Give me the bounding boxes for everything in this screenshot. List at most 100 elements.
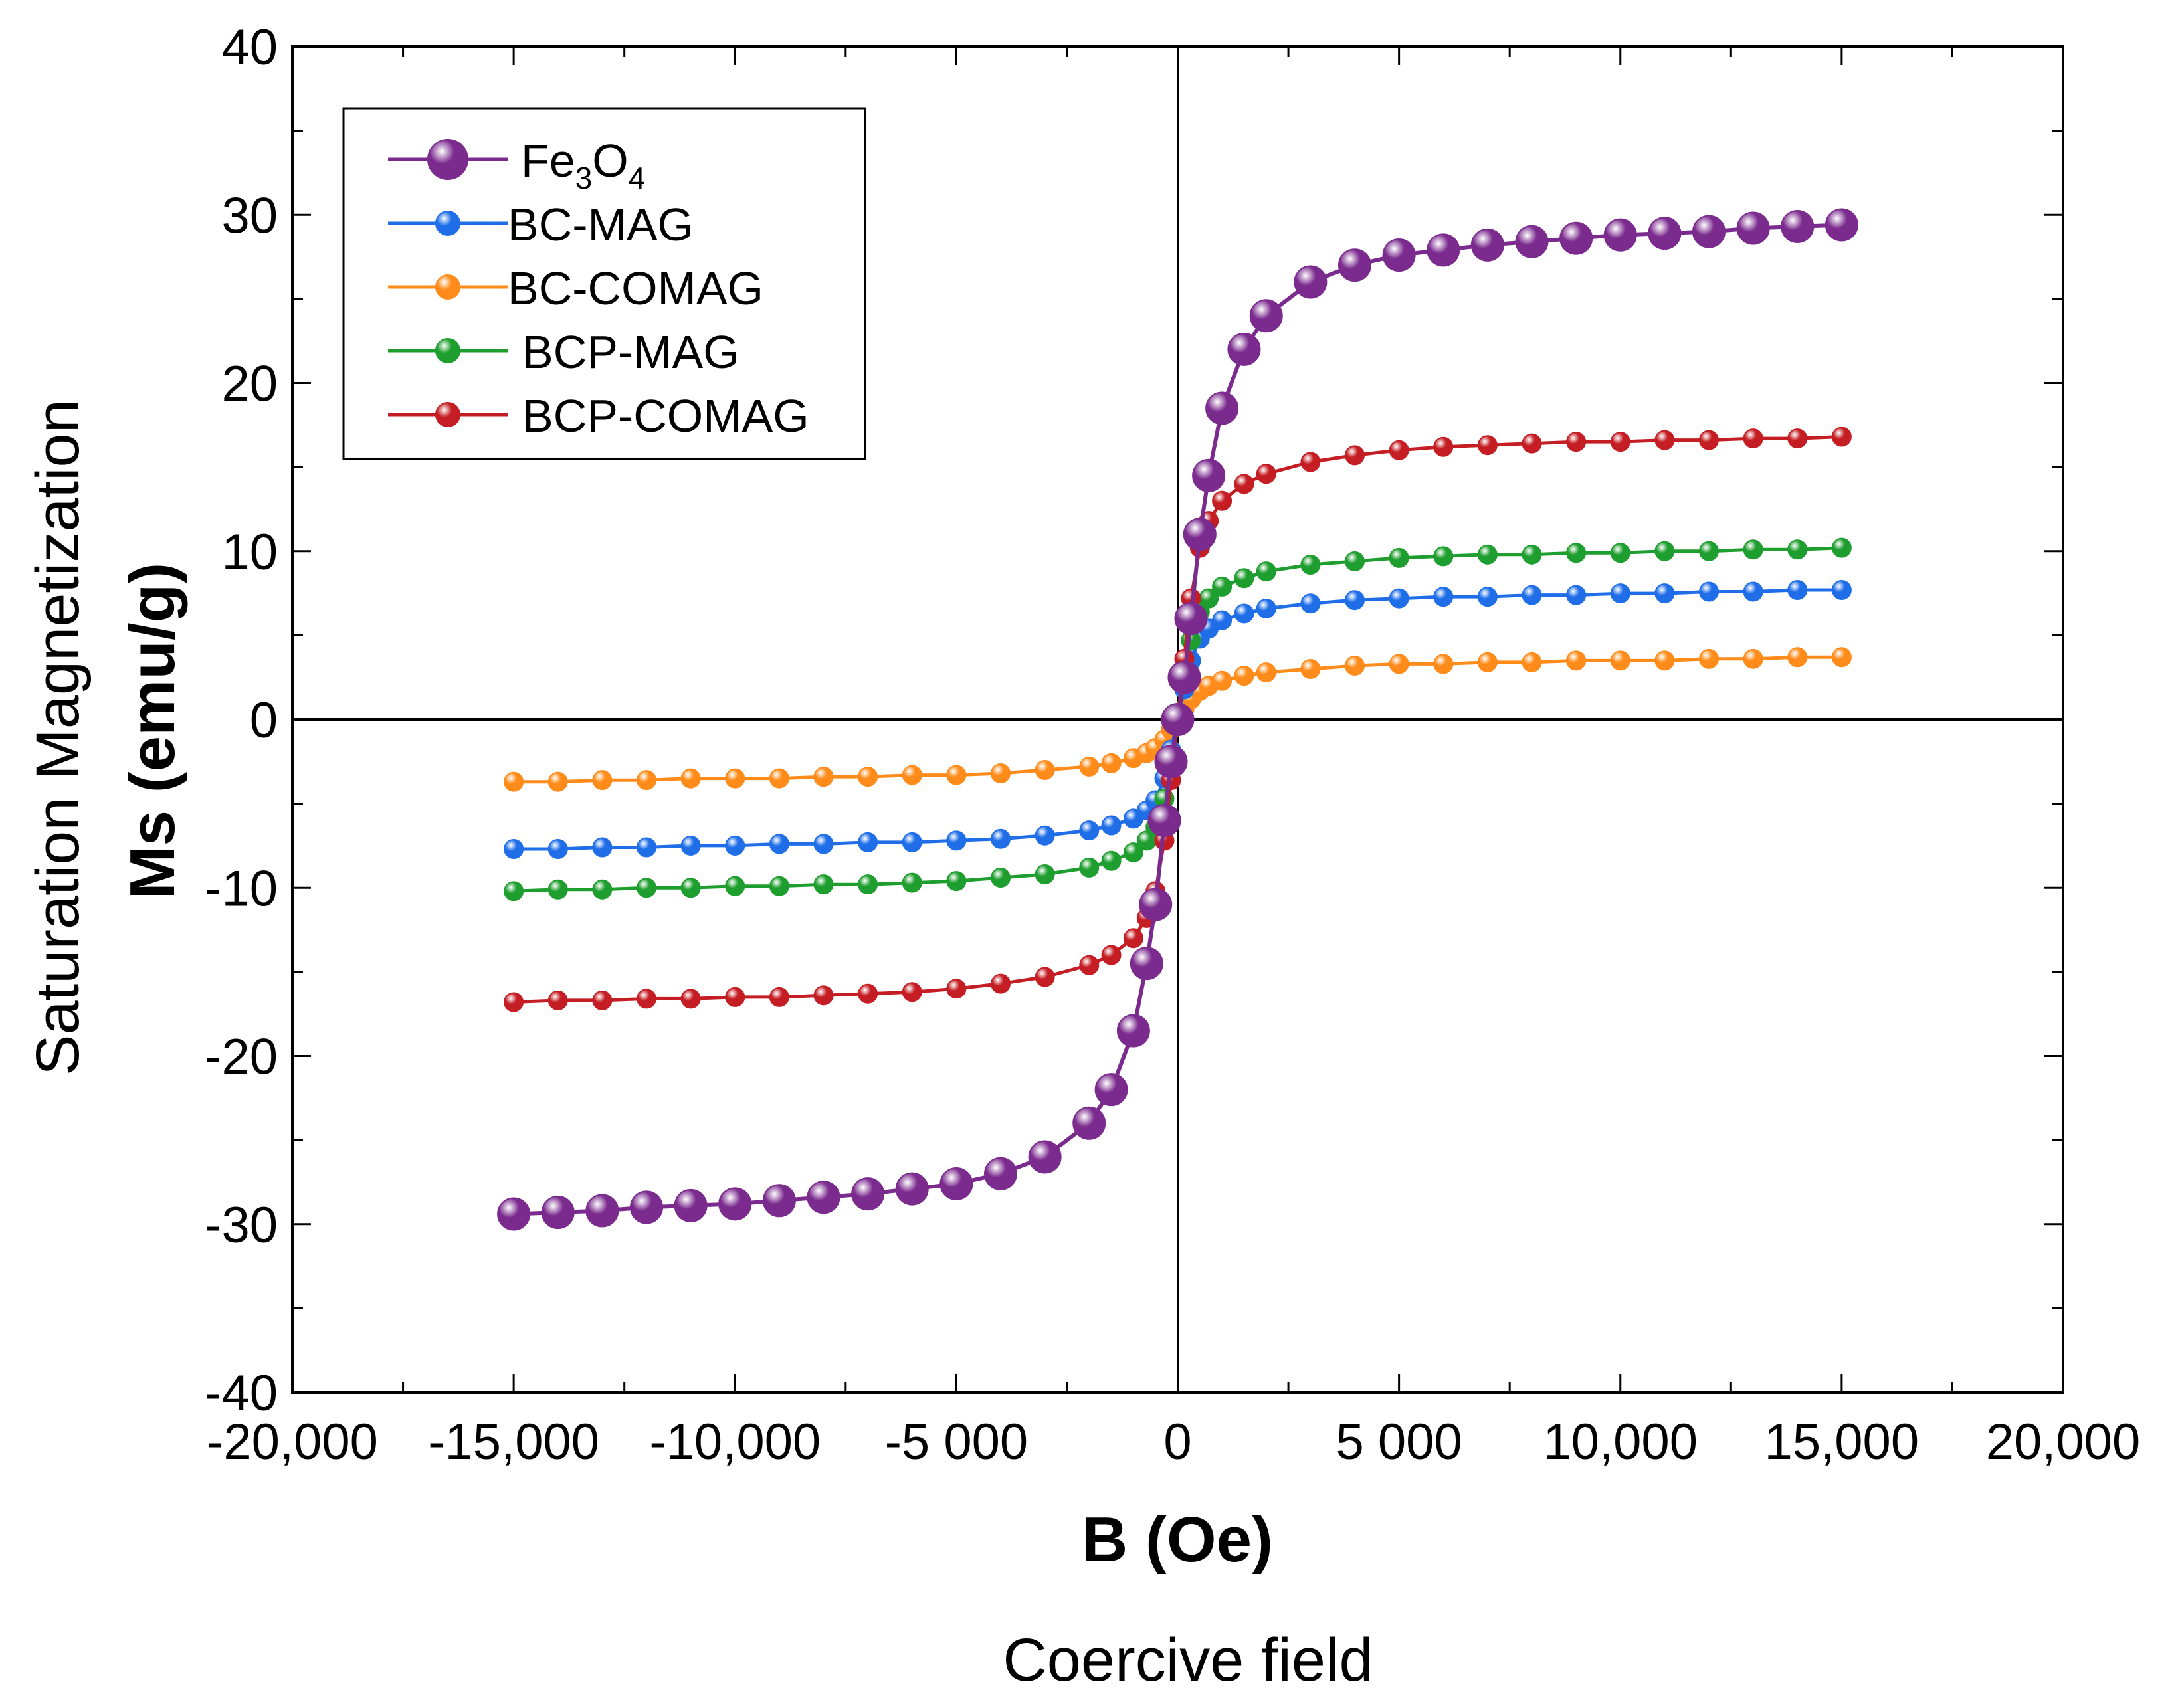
legend-item: BC-MAG — [388, 199, 694, 250]
data-point — [902, 832, 922, 852]
data-point — [1345, 551, 1365, 571]
data-point — [1654, 583, 1675, 604]
data-point — [1427, 233, 1460, 267]
data-point — [1161, 703, 1195, 736]
series-fe3o4 — [497, 208, 1858, 1231]
y-axis-secondary-title: Saturation Magnetization — [24, 399, 92, 1076]
data-point — [1692, 215, 1726, 248]
series-bcp-mag — [504, 537, 1852, 901]
data-point — [1566, 432, 1587, 452]
data-point — [769, 768, 789, 789]
data-point — [858, 874, 878, 895]
legend-label: BCP-COMAG — [522, 390, 809, 442]
data-point — [674, 1188, 708, 1222]
data-point — [1566, 585, 1587, 605]
data-point — [1433, 546, 1454, 567]
y-tick-label: 20 — [221, 356, 278, 413]
data-point — [725, 835, 745, 856]
data-point — [1433, 587, 1454, 607]
data-point — [718, 1187, 752, 1221]
data-point — [504, 771, 524, 792]
data-point — [813, 985, 834, 1006]
x-tick-label: 5 000 — [1336, 1414, 1462, 1470]
y-tick-label: -30 — [205, 1197, 278, 1254]
data-point — [637, 770, 656, 791]
legend-item: Fe3O4 — [388, 135, 645, 195]
legend-item: BC-COMAG — [388, 262, 763, 314]
x-axis-secondary-title: Coercive field — [1003, 1626, 1373, 1694]
data-point — [1787, 647, 1808, 668]
data-point — [1522, 652, 1542, 672]
data-point — [946, 830, 967, 851]
data-point — [1477, 435, 1498, 456]
y-tick-label: -20 — [205, 1029, 278, 1086]
data-point — [1249, 299, 1283, 333]
legend-item: BCP-MAG — [388, 326, 740, 378]
data-point — [1101, 815, 1122, 836]
data-point — [1300, 659, 1321, 680]
legend-marker — [435, 402, 460, 427]
data-point — [1470, 228, 1504, 262]
data-point — [504, 992, 524, 1012]
data-point — [1035, 759, 1055, 780]
data-point — [1234, 603, 1254, 624]
data-point — [504, 881, 524, 901]
data-point — [1566, 543, 1587, 563]
data-point — [1522, 433, 1542, 454]
data-point — [1234, 568, 1254, 589]
y-tick-label: 30 — [221, 187, 278, 244]
data-point — [1079, 857, 1100, 878]
data-point — [1130, 947, 1163, 981]
data-point — [1522, 585, 1542, 605]
data-point — [1212, 670, 1233, 691]
data-point — [1522, 544, 1542, 565]
data-point — [902, 872, 922, 893]
data-point — [1072, 1106, 1106, 1140]
data-point — [680, 878, 701, 898]
data-point — [541, 1196, 575, 1230]
data-point — [1610, 583, 1630, 604]
data-point — [1116, 1014, 1150, 1048]
data-point — [1559, 221, 1593, 255]
axis-ticks — [291, 45, 2064, 1394]
data-point — [769, 834, 789, 854]
data-point — [1433, 436, 1454, 457]
data-point — [1699, 541, 1719, 561]
x-tick-label: 15,000 — [1765, 1414, 1919, 1470]
data-point — [1699, 581, 1719, 602]
data-point — [1294, 265, 1328, 299]
y-tick-label: 0 — [250, 692, 278, 749]
data-point — [807, 1181, 840, 1214]
data-point — [991, 973, 1011, 994]
legend-marker — [435, 338, 460, 363]
data-point — [1787, 428, 1808, 449]
data-point — [939, 1167, 973, 1200]
data-point — [1035, 825, 1055, 846]
data-point — [902, 765, 922, 785]
data-point — [1566, 650, 1587, 671]
data-point — [1699, 430, 1719, 450]
data-point — [547, 839, 568, 860]
data-point — [1256, 561, 1276, 582]
legend-item: BCP-COMAG — [388, 390, 809, 442]
data-point — [1212, 610, 1233, 630]
data-point — [1300, 593, 1321, 614]
data-point — [725, 876, 745, 896]
data-point — [1212, 576, 1233, 597]
axis-tick-labels: -20,000 -15,000 -10,000 -5 000 0 5 000 10,000 1… — [205, 19, 2140, 1470]
data-point — [902, 982, 922, 1002]
data-point — [592, 990, 613, 1010]
data-point — [851, 1177, 885, 1211]
data-point — [592, 770, 613, 791]
data-point — [984, 1157, 1017, 1190]
data-point — [1234, 666, 1254, 686]
data-point — [769, 987, 789, 1007]
data-point — [1831, 579, 1852, 600]
data-point — [1256, 598, 1276, 618]
data-point — [1028, 1140, 1062, 1174]
data-point — [680, 835, 701, 856]
data-point — [547, 990, 568, 1010]
data-point — [813, 767, 834, 787]
data-point — [1654, 650, 1675, 671]
